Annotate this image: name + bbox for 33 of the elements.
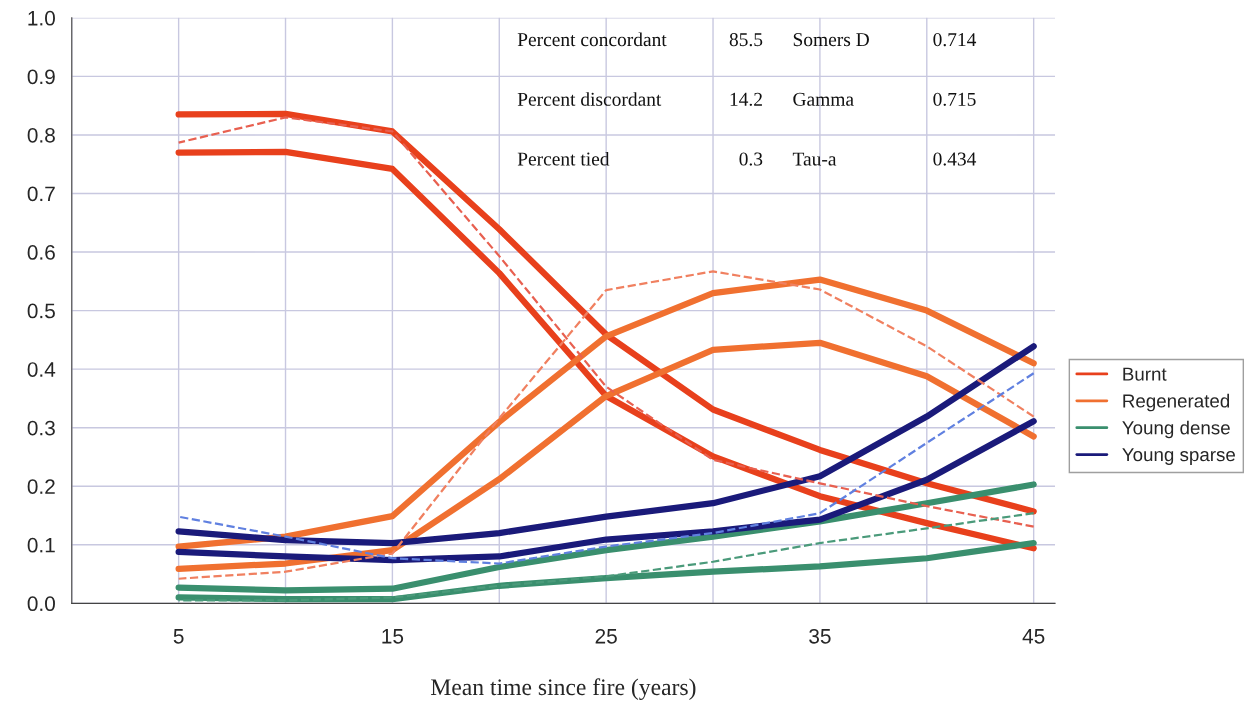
x-tick-label: 5 <box>173 629 184 644</box>
x-tick-label: 15 <box>382 629 404 644</box>
legend-label: Burnt <box>1123 367 1167 381</box>
legend-label: Young sparse <box>1122 448 1235 465</box>
annotation: Percent discordant <box>517 92 662 106</box>
legend-label: Young dense <box>1122 420 1230 439</box>
annotation: Percent tied <box>517 151 610 166</box>
y-tick-label: 0.2 <box>27 479 55 494</box>
x-tick-label: 45 <box>1022 629 1045 644</box>
y-tick-label: 0.9 <box>27 69 55 85</box>
annotation: 0.434 <box>933 152 977 166</box>
annotation: Percent concordant <box>517 32 667 47</box>
legend-label: Regenerated <box>1123 393 1230 412</box>
y-tick-label: 0.6 <box>27 245 55 260</box>
annotation: 0.714 <box>933 33 977 47</box>
y-tick-label: 0.5 <box>27 303 55 319</box>
annotation: Tau-a <box>792 152 837 166</box>
annotation: 0.3 <box>739 152 763 166</box>
y-tick-label: 0.3 <box>27 420 55 436</box>
annotation: 14.2 <box>730 92 762 106</box>
y-tick-label: 0.1 <box>27 537 55 553</box>
y-tick-label: 1.0 <box>28 10 55 26</box>
annotation: Gamma <box>793 92 854 106</box>
x-tick-label: 35 <box>809 628 831 644</box>
annotation: 0.715 <box>933 92 976 106</box>
annotation: 85.5 <box>729 33 763 47</box>
y-tick-label: 0.0 <box>27 596 55 612</box>
y-tick-label: 0.7 <box>27 186 55 202</box>
y-tick-label: 0.8 <box>27 127 55 143</box>
annotation: Somers D <box>793 33 869 47</box>
x-axis-title: Mean time since fire (years) <box>431 678 696 701</box>
y-tick-label: 0.4 <box>27 362 56 377</box>
x-tick-label: 25 <box>595 628 617 644</box>
